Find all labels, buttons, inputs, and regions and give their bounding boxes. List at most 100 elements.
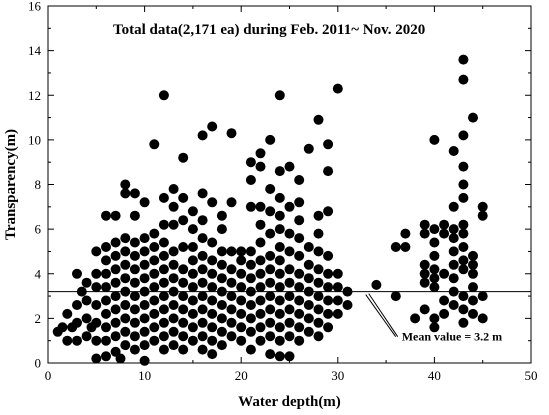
- data-point: [294, 322, 305, 333]
- data-point: [458, 179, 469, 190]
- data-point: [274, 268, 285, 279]
- data-point: [284, 317, 295, 328]
- data-point: [323, 322, 334, 333]
- data-point: [439, 308, 450, 319]
- y-tick-label: 0: [35, 356, 42, 371]
- data-point: [439, 295, 450, 306]
- data-point: [468, 295, 478, 306]
- data-point: [207, 335, 218, 346]
- data-point: [139, 246, 150, 257]
- data-point: [226, 317, 237, 328]
- data-point: [139, 340, 150, 351]
- data-point: [448, 300, 459, 310]
- y-tick-label: 4: [35, 266, 42, 281]
- data-point: [284, 264, 295, 275]
- data-point: [439, 268, 450, 279]
- data-point: [216, 246, 227, 257]
- x-tick-label: 30: [331, 368, 344, 383]
- data-point: [149, 228, 160, 239]
- data-point: [158, 304, 169, 315]
- data-point: [313, 291, 324, 302]
- data-point: [158, 277, 169, 288]
- data-point: [149, 295, 160, 306]
- data-point: [390, 291, 401, 302]
- data-point: [110, 304, 121, 315]
- data-point: [129, 304, 140, 315]
- data-point: [129, 291, 140, 302]
- data-point: [110, 277, 121, 288]
- data-point: [72, 300, 82, 310]
- data-point: [429, 282, 440, 293]
- y-tick-label: 16: [28, 0, 42, 14]
- data-point: [284, 277, 295, 288]
- data-point: [120, 233, 131, 244]
- data-point: [236, 268, 247, 279]
- data-point: [255, 322, 266, 333]
- data-point: [168, 313, 179, 324]
- data-point: [265, 228, 276, 239]
- x-tick-label: 20: [235, 368, 248, 383]
- data-point: [236, 246, 247, 257]
- data-point: [245, 344, 256, 355]
- data-point: [419, 277, 430, 288]
- data-point: [313, 264, 324, 275]
- data-point: [207, 308, 218, 319]
- data-point: [284, 351, 295, 362]
- y-axis-title: Transparency(m): [3, 129, 19, 240]
- data-point: [72, 317, 82, 328]
- data-point: [158, 219, 169, 230]
- data-point: [101, 295, 111, 306]
- data-point: [197, 250, 208, 261]
- data-point: [197, 130, 208, 141]
- data-point: [207, 349, 218, 360]
- data-point: [294, 175, 305, 185]
- data-point: [158, 344, 169, 355]
- x-tick-label: 10: [138, 368, 151, 383]
- data-point: [429, 134, 440, 145]
- data-point: [255, 219, 266, 230]
- data-point: [62, 308, 73, 319]
- data-point: [91, 300, 102, 310]
- data-point: [419, 259, 430, 270]
- data-point: [168, 219, 179, 230]
- data-point: [448, 224, 459, 235]
- chart-title: Total data(2,171 ea) during Feb. 2011~ N…: [113, 22, 425, 38]
- data-point: [313, 304, 324, 315]
- data-point: [158, 291, 169, 302]
- data-point: [255, 308, 266, 319]
- data-point: [187, 268, 198, 279]
- data-point: [149, 268, 160, 279]
- data-point: [139, 233, 150, 244]
- data-point: [313, 317, 324, 328]
- data-point: [158, 331, 169, 342]
- data-point: [303, 242, 314, 252]
- data-point: [207, 322, 218, 333]
- data-point: [168, 246, 179, 257]
- data-point: [468, 259, 478, 270]
- data-point: [115, 353, 126, 364]
- data-point: [439, 219, 450, 230]
- data-point: [101, 268, 111, 279]
- data-point: [458, 291, 469, 302]
- data-point: [245, 201, 256, 212]
- data-point: [91, 317, 102, 328]
- data-point: [439, 228, 450, 239]
- data-point: [342, 300, 353, 310]
- data-point: [448, 233, 459, 244]
- data-point: [468, 308, 478, 319]
- y-tick-label: 6: [35, 222, 42, 237]
- data-point: [419, 219, 430, 230]
- data-point: [101, 242, 111, 252]
- data-point: [187, 224, 198, 235]
- data-point: [400, 242, 411, 252]
- data-point: [274, 90, 285, 101]
- data-point: [284, 201, 295, 212]
- data-point: [458, 242, 469, 252]
- data-point: [129, 331, 140, 342]
- data-point: [226, 197, 237, 208]
- data-point: [216, 210, 227, 221]
- data-point: [294, 295, 305, 306]
- data-point: [265, 317, 276, 328]
- data-point: [468, 112, 478, 123]
- data-point: [178, 152, 189, 163]
